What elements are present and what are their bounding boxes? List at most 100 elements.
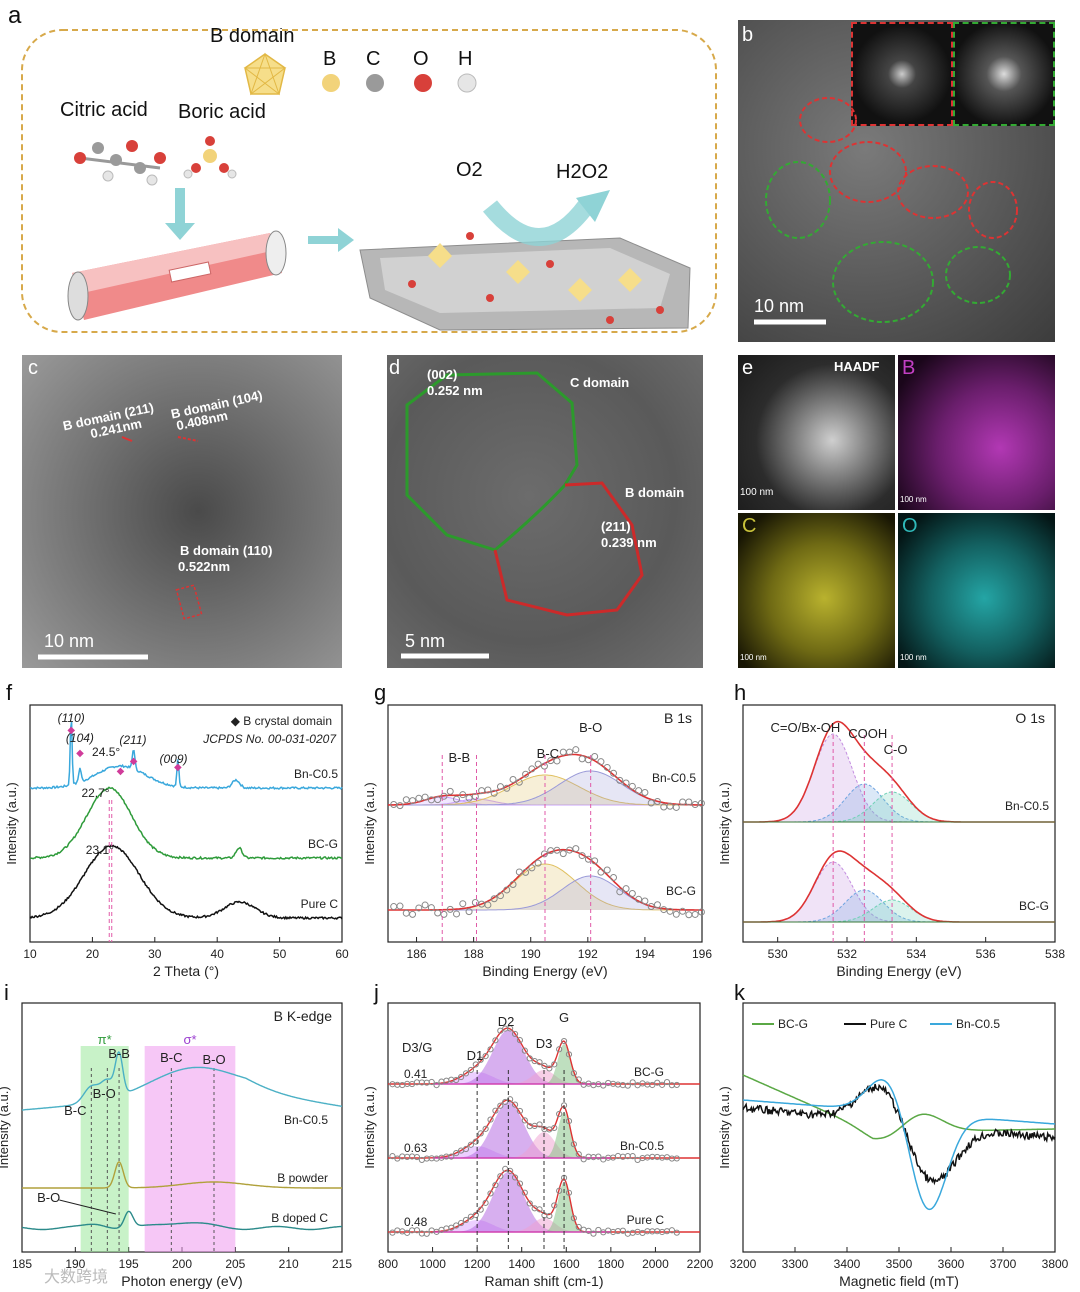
raman-point	[575, 1223, 582, 1231]
xps-b-point	[415, 794, 423, 802]
raman-point	[585, 1227, 592, 1234]
xps-b-point	[421, 901, 429, 909]
o2-label: O2	[456, 159, 483, 181]
panel-h-xtick-label: 530	[768, 947, 788, 961]
raman-point	[487, 1116, 494, 1123]
xrd-diamond: ◆	[76, 748, 84, 759]
panel-j-xtick-label: 1000	[419, 1257, 446, 1271]
panel-d-marks	[401, 371, 644, 659]
arrowhead-icon	[576, 190, 610, 222]
panel-a-svg: B domain B C O H Citric acid Boric acid	[21, 25, 717, 333]
raman-ratio-label: D3/G	[402, 1040, 432, 1055]
panel-c-label-6: 0.522nm	[178, 559, 231, 574]
xps-b-point	[584, 855, 592, 863]
raman-point	[492, 1181, 499, 1189]
nexafs-band-label-0: π*	[98, 1032, 112, 1047]
xps-b-point	[396, 802, 404, 810]
map-haadf-label: HAADF	[834, 359, 880, 374]
panel-d-label-6: 0.239 nm	[601, 535, 657, 550]
panel-k-xtick-label: 3700	[990, 1257, 1017, 1271]
raman-point	[536, 1121, 543, 1128]
panel-g-frame	[387, 704, 703, 943]
xps-b-point	[666, 907, 674, 915]
panel-i-ylabel: Intensity (a.u.)	[0, 1086, 11, 1168]
raman-point	[497, 1027, 504, 1034]
xrd-series-label-1: BC-G	[308, 837, 338, 851]
xps-b-point	[434, 909, 442, 917]
xps-b-point	[409, 910, 417, 918]
map-c: C 100 nm	[738, 513, 895, 668]
raman-point	[389, 1153, 396, 1160]
xps-b-point	[591, 752, 599, 760]
raman-point	[526, 1200, 533, 1207]
xps-b-point	[402, 796, 410, 804]
raman-point	[565, 1118, 573, 1125]
raman-point	[570, 1141, 577, 1148]
panel-i-title: B K-edge	[274, 1008, 333, 1024]
raman-series-label: Bn-C0.5	[620, 1139, 664, 1153]
panel-e-maps: e HAADF 100 nm B 100 nm C 100 nm O 100 n…	[738, 355, 1055, 668]
raman-point	[570, 1215, 577, 1222]
raman-point	[492, 1037, 499, 1044]
xps-b-point	[440, 792, 448, 800]
panel-g-letter: g	[374, 680, 386, 705]
raman-point	[472, 1211, 479, 1219]
panel-g-title: B 1s	[664, 710, 692, 726]
raman-point	[482, 1125, 489, 1132]
xrd-series-1	[29, 786, 343, 861]
panel-g-xtick-label: 186	[407, 947, 427, 961]
panel-h-ylabel: Intensity (a.u.)	[717, 782, 732, 864]
xps-o-label: C-O	[884, 742, 908, 757]
panel-f-xtick-label: 50	[273, 947, 287, 961]
xrd-series-label-0: Bn-C0.5	[294, 767, 338, 781]
fft-inset-green	[953, 22, 1055, 126]
xrd-series-2	[29, 844, 343, 921]
xps-b-point	[490, 789, 498, 797]
raman-point	[663, 1154, 671, 1161]
panel-c-scale: 10 nm	[44, 631, 95, 651]
raman-point	[453, 1222, 460, 1229]
furnace-tube-icon	[67, 230, 287, 321]
raman-point	[413, 1227, 421, 1234]
panel-h-xtick-label: 532	[837, 947, 857, 961]
xps-b-point	[540, 762, 548, 770]
panel-j-xtick-label: 1800	[598, 1257, 625, 1271]
xps-b-point	[465, 794, 473, 802]
panel-d-scale: 5 nm	[405, 631, 446, 651]
xps-b-point	[553, 846, 561, 854]
xps-b-point	[635, 787, 643, 795]
panel-j-xtick-label: 1400	[508, 1257, 535, 1271]
panel-h-title: O 1s	[1015, 710, 1045, 726]
raman-point	[605, 1079, 612, 1087]
panel-c-label-5: B domain (110)	[180, 543, 273, 558]
raman-point	[462, 1145, 470, 1153]
xps-b-point	[496, 783, 504, 791]
panel-c-letter: c	[28, 357, 38, 379]
raman-point	[556, 1110, 563, 1118]
xps-b-point	[685, 798, 693, 806]
raman-point	[536, 1059, 543, 1066]
raman-point	[477, 1206, 484, 1213]
raman-point	[595, 1226, 602, 1234]
xps-b-point	[515, 778, 523, 786]
nexafs-series-label-2: B doped C	[271, 1211, 328, 1225]
panel-d-label-1: (002)	[427, 367, 458, 382]
xps-b-point	[578, 852, 586, 860]
panel-i-xtick-label: 195	[119, 1257, 139, 1271]
xps-b-point	[390, 903, 398, 911]
raman-point	[590, 1154, 597, 1161]
xps-b-point	[528, 864, 536, 872]
raman-band-label: D1	[467, 1048, 484, 1063]
raman-point	[556, 1187, 563, 1194]
raman-band-fill	[388, 1072, 700, 1084]
panel-g-xtick-label: 194	[635, 947, 655, 961]
atom-h-icon	[457, 73, 477, 93]
map-b: B 100 nm	[898, 355, 1055, 510]
nexafs-arrow	[59, 1199, 116, 1215]
nexafs-series-label-1: B powder	[277, 1171, 328, 1185]
panel-k-xlabel: Magnetic field (mT)	[839, 1273, 959, 1289]
nexafs-peak-label: B-C	[160, 1050, 182, 1065]
raman-band-fill	[388, 1132, 700, 1158]
atom-legend: B C O H	[322, 48, 477, 93]
